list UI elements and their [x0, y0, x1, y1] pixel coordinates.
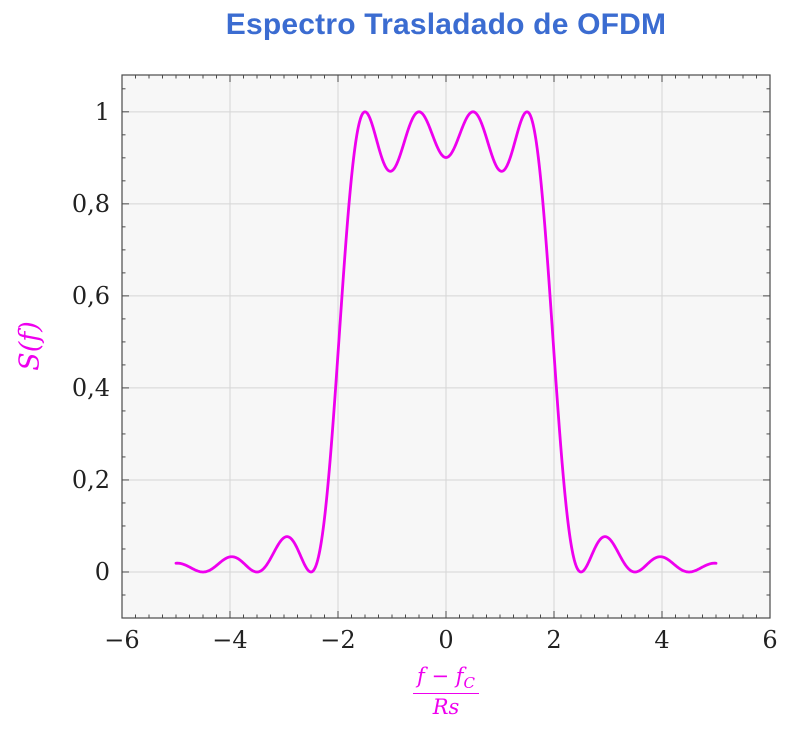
y-tick-label: 0,8: [72, 190, 110, 218]
y-tick-label: 0,4: [72, 374, 110, 402]
x-label-numerator-sub: C: [463, 674, 475, 693]
x-tick-label: 6: [762, 626, 777, 654]
x-tick-label: 0: [438, 626, 453, 654]
x-tick-label: 2: [546, 626, 561, 654]
chart-title: Espectro Trasladado de OFDM: [225, 8, 667, 41]
x-label-numerator: f − fC: [413, 664, 479, 695]
x-label-numerator-main: f − f: [417, 664, 464, 688]
x-tick-label: 4: [654, 626, 669, 654]
x-label-denominator: Rs: [432, 695, 460, 720]
y-tick-label: 0,6: [72, 282, 110, 310]
y-axis-label: S(f): [14, 321, 46, 371]
x-tick-label: −4: [212, 626, 247, 654]
y-tick-label: 1: [95, 98, 110, 126]
y-tick-label: 0: [95, 558, 110, 586]
x-tick-label: −2: [320, 626, 355, 654]
y-tick-label: 0,2: [72, 466, 110, 494]
x-tick-label: −6: [104, 626, 139, 654]
spectrum-curve: [174, 110, 718, 574]
x-axis-label: f − fC Rs: [413, 664, 479, 720]
